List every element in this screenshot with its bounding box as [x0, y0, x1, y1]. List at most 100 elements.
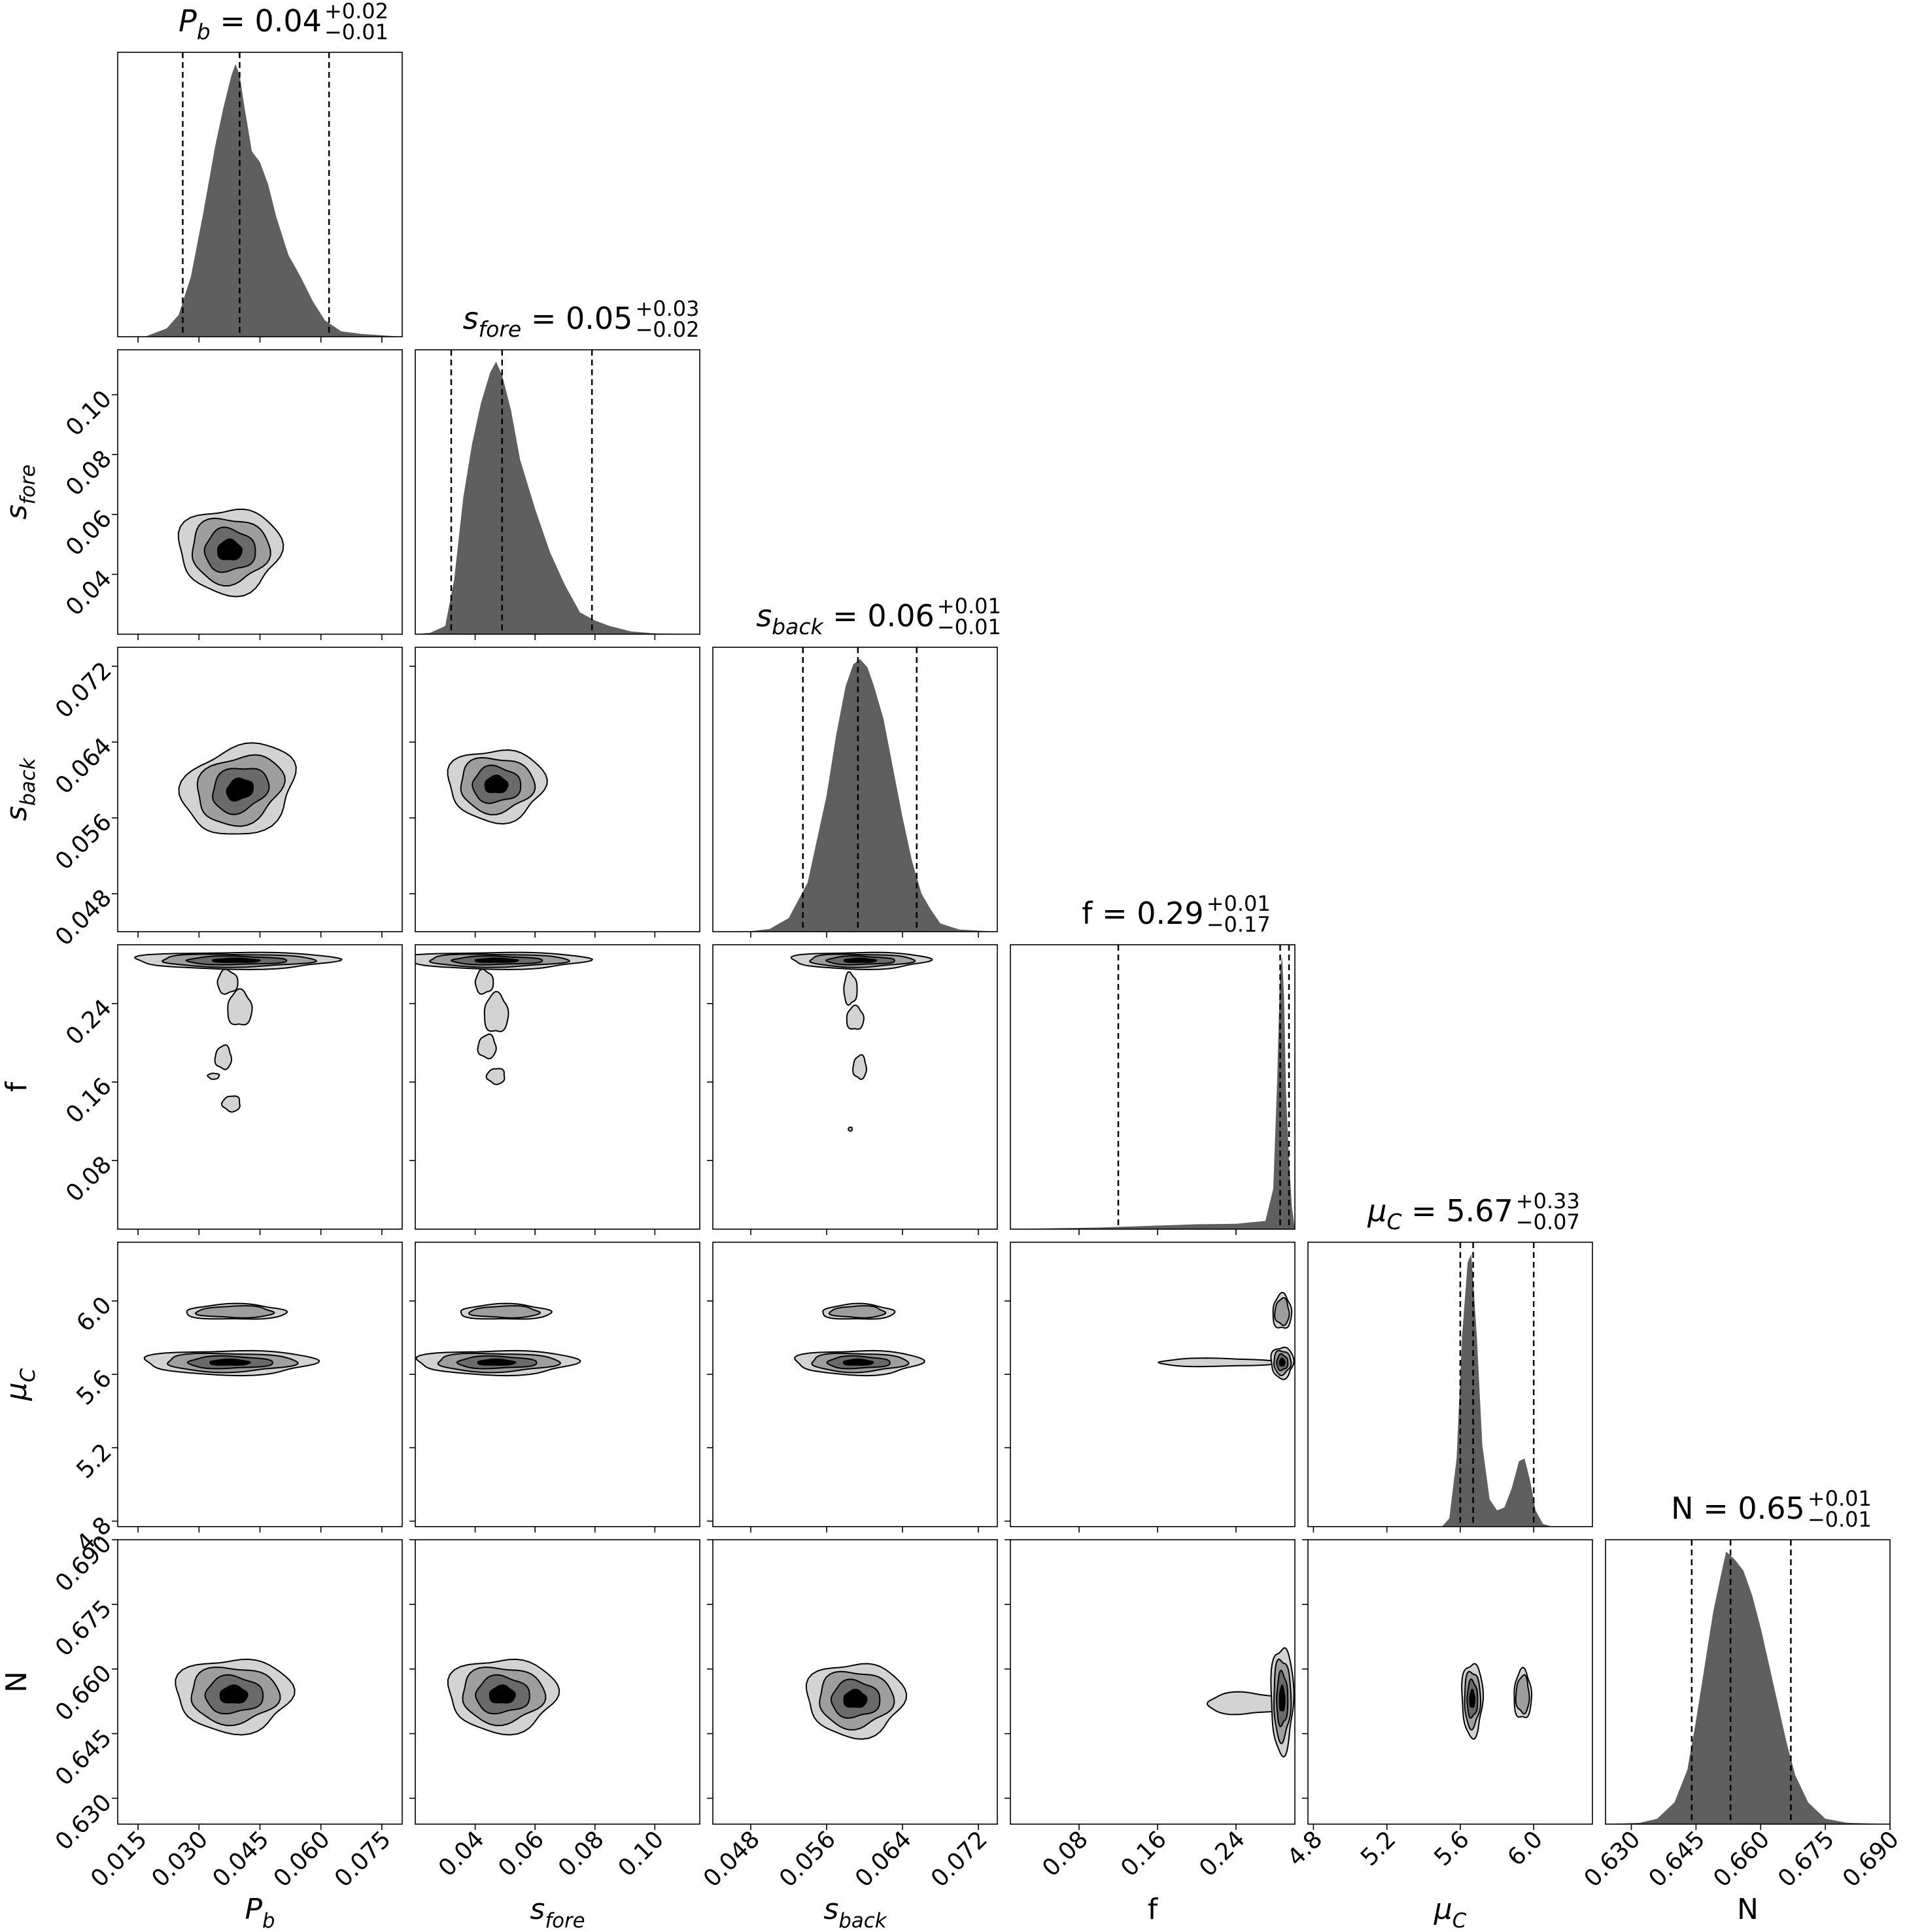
x-tick-label: 4.8 — [1282, 1826, 1328, 1871]
contour-panel-N-vs-f — [1005, 1539, 1296, 1830]
contour-level — [1206, 1691, 1286, 1716]
contour-level — [468, 1305, 541, 1319]
contour-level — [489, 1684, 516, 1704]
svg-text:N: N — [0, 1671, 33, 1693]
contour-level — [227, 988, 253, 1026]
y-tick-label: 0.08 — [61, 1151, 117, 1208]
title-plus-f: +0.01 — [1207, 891, 1271, 916]
panel-frame — [415, 1539, 700, 1825]
title-sback: sback = 0.06 +0.01−0.01 — [756, 594, 1001, 639]
contour-panel-f-vs-sfore — [409, 944, 700, 1235]
y-tick-label: 0.06 — [61, 505, 117, 562]
contour-panel-sback-vs-pb — [112, 647, 403, 938]
contour-level — [483, 991, 509, 1032]
y-ticklabels-sfore: 0.040.060.080.10 — [61, 386, 117, 621]
contour-level — [474, 957, 519, 963]
contour-level — [828, 1305, 887, 1319]
x-tick-label: 0.056 — [774, 1826, 841, 1893]
hist-fill-pb — [118, 64, 402, 337]
contour-panel-N-vs-muc — [1302, 1539, 1593, 1830]
title-plus-pb: +0.02 — [324, 0, 388, 24]
hist-panel-sfore: sfore = 0.05 +0.03−0.02 — [415, 296, 700, 640]
x-tick-label: 0.24 — [1194, 1826, 1250, 1882]
x-axis-label-muc: μC — [1434, 1893, 1467, 1932]
title-muc: μC = 5.67 +0.33−0.07 — [1367, 1189, 1580, 1234]
svg-text:sback: sback — [0, 757, 40, 821]
svg-text:Pb: Pb — [245, 1893, 275, 1932]
x-axis-label-sfore: sfore — [530, 1893, 585, 1932]
title-plus-sback: +0.01 — [937, 594, 1001, 619]
contour-level — [194, 1305, 275, 1319]
contour-panel-N-vs-pb — [112, 1539, 403, 1830]
contour-level — [1279, 1357, 1286, 1367]
y-tick-label: 0.630 — [50, 1789, 117, 1856]
contour-level — [209, 1358, 251, 1366]
x-axis-label-sback: sback — [823, 1893, 887, 1932]
y-tick-label: 0.660 — [50, 1660, 117, 1727]
x-axis-label-pb: Pb — [245, 1893, 275, 1932]
panel-frame — [415, 944, 700, 1230]
panel-frame — [415, 647, 700, 932]
y-tick-label: 0.064 — [50, 733, 117, 800]
svg-text:sfore = 0.05: sfore = 0.05 — [463, 301, 633, 342]
x-tick-label: 6.0 — [1503, 1826, 1548, 1871]
panel-frame — [117, 1242, 403, 1527]
panel-frame — [415, 1242, 700, 1527]
contour-panel-muc-vs-f — [1005, 1242, 1296, 1533]
svg-text:f: f — [1148, 1893, 1159, 1926]
contour-level — [484, 774, 509, 794]
contour-level — [1274, 1296, 1290, 1327]
hist-fill-N — [1606, 1551, 1890, 1824]
hist-fill-sfore — [415, 362, 700, 634]
contour-level — [485, 1068, 506, 1085]
contour-level — [216, 968, 239, 995]
y-tick-label: 6.0 — [71, 1292, 116, 1337]
y-axis-label-sback: sback — [0, 757, 40, 821]
x-tick-label: 0.015 — [86, 1826, 152, 1893]
y-axis-label-sfore: sfore — [0, 464, 40, 519]
svg-text:sfore: sfore — [530, 1893, 585, 1932]
panel-frame — [1307, 1242, 1593, 1527]
contour-level — [226, 777, 254, 802]
hist-panel-sback: sback = 0.06 +0.01−0.01 — [712, 594, 1001, 938]
title-minus-sfore: −0.02 — [635, 317, 699, 342]
contour-level — [220, 1095, 241, 1113]
svg-text:sback = 0.06: sback = 0.06 — [756, 598, 935, 639]
y-tick-label: 0.072 — [50, 657, 117, 724]
y-axis-label-muc: μC — [0, 1368, 40, 1401]
contour-level — [1515, 1674, 1530, 1715]
title-pb: Pb = 0.04 +0.02−0.01 — [179, 0, 388, 44]
contour-level — [477, 1358, 517, 1366]
svg-text:sfore: sfore — [0, 464, 40, 519]
contour-panel-sfore-vs-pb — [112, 349, 403, 640]
title-plus-muc: +0.33 — [1516, 1189, 1580, 1213]
contour-level — [1469, 1688, 1476, 1708]
y-ticklabels-sback: 0.048 0.056 0.064 0.072 — [50, 657, 117, 951]
x-ticklabels-f: 0.08 0.16 0.24 — [1037, 1826, 1250, 1882]
y-tick-label: 0.048 — [50, 885, 117, 951]
title-plus-sfore: +0.03 — [635, 296, 699, 321]
x-tick-label: 0.08 — [1037, 1826, 1093, 1882]
panel-frame — [117, 944, 403, 1230]
panel-frame — [712, 647, 998, 932]
y-tick-label: 0.056 — [50, 809, 117, 875]
hist-panel-N: N = 0.65 +0.01−0.01 — [1605, 1486, 1891, 1830]
svg-text:N: N — [1737, 1893, 1759, 1926]
y-tick-label: 5.2 — [71, 1438, 116, 1483]
x-tick-label: 0.048 — [698, 1826, 765, 1893]
x-axis-label-f: f — [1148, 1893, 1159, 1926]
title-minus-muc: −0.07 — [1516, 1210, 1580, 1234]
contour-level — [842, 1358, 874, 1366]
contour-level — [219, 1684, 249, 1704]
panel-frame — [1010, 1242, 1296, 1527]
contour-level — [843, 1688, 868, 1708]
x-tick-label: 0.072 — [926, 1826, 993, 1893]
hist-fill-muc — [1308, 1254, 1592, 1527]
contour-panel-f-vs-sback — [707, 944, 998, 1235]
panel-frame — [117, 349, 403, 635]
y-tick-label: 0.645 — [50, 1724, 117, 1791]
x-tick-label: 0.06 — [493, 1826, 549, 1882]
